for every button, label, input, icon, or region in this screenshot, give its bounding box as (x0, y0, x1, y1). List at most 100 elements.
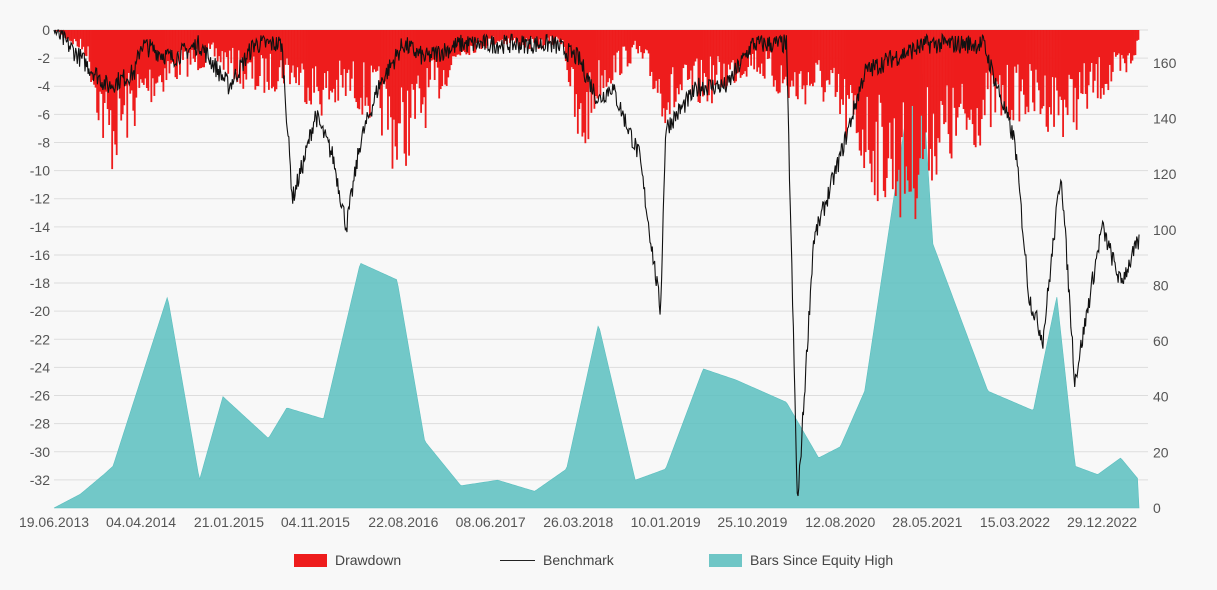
drawdown-bar (105, 30, 108, 92)
drawdown-bar (185, 30, 187, 50)
drawdown-bar (955, 30, 957, 136)
drawdown-bar (103, 30, 106, 103)
drawdown-bar (991, 30, 994, 76)
drawdown-bar (1027, 30, 1030, 113)
drawdown-bar (861, 30, 864, 130)
drawdown-bar (781, 30, 784, 84)
drawdown-bar (941, 30, 944, 105)
drawdown-bar (812, 30, 814, 87)
drawdown-bar (1035, 30, 1037, 70)
drawdown-bar (533, 30, 536, 43)
drawdown-bar (1090, 30, 1093, 63)
drawdown-bar (807, 30, 810, 73)
drawdown-bar (311, 30, 314, 69)
drawdown-bar (183, 30, 186, 52)
x-axis-tick-label: 08.06.2017 (456, 514, 526, 530)
x-axis: 19.06.2013 04.04.2014 21.01.2015 04.11.2015… (19, 514, 1137, 530)
drawdown-bar (424, 30, 427, 128)
drawdown-bar (640, 30, 643, 53)
drawdown-bar (1036, 30, 1039, 83)
drawdown-bar (976, 30, 979, 109)
drawdown-bar (917, 30, 920, 175)
drawdown-bar (989, 30, 992, 128)
benchmark-line (53, 29, 1140, 497)
drawdown-bar (341, 30, 344, 88)
drawdown-bar (668, 30, 671, 115)
drawdown-bar (751, 30, 754, 54)
drawdown-bar (1128, 30, 1131, 54)
drawdown-bar (1007, 30, 1010, 116)
drawdown-bar (257, 30, 260, 87)
drawdown-bar (418, 30, 421, 89)
drawdown-bar (923, 30, 926, 149)
drawdown-bar (1123, 30, 1126, 64)
drawdown-bar (1113, 30, 1116, 53)
drawdown-bar (1044, 30, 1046, 76)
drawdown-bar (221, 30, 224, 52)
drawdown-bar (1104, 30, 1107, 85)
drawdown-bar (926, 30, 929, 88)
drawdown-bar (637, 30, 640, 54)
drawdown-bar (914, 30, 917, 220)
drawdown-bar (408, 30, 410, 156)
drawdown-bar (1108, 30, 1111, 65)
drawdown-bar (1001, 30, 1004, 86)
drawdown-bar (906, 30, 909, 181)
bars-since-equity-high-swatch (709, 553, 742, 567)
drawdown-bar (475, 30, 478, 44)
drawdown-bar (174, 30, 177, 78)
drawdown-bar (679, 30, 682, 85)
drawdown-bar (145, 30, 148, 88)
drawdown-bar (252, 30, 255, 57)
drawdown-bar (810, 30, 813, 84)
drawdown-bar (1015, 30, 1018, 73)
drawdown-bar (403, 30, 406, 154)
left-axis-tick-label: -30 (30, 444, 50, 460)
drawdown-bar (361, 30, 364, 115)
drawdown-bar (772, 30, 775, 87)
drawdown-bar (304, 30, 306, 103)
drawdown-bar (123, 30, 126, 106)
drawdown-bar (362, 30, 365, 63)
drawdown-bar (66, 30, 68, 40)
drawdown-bar (1131, 30, 1134, 61)
drawdown-bar (501, 30, 504, 40)
drawdown-bar (1126, 30, 1129, 56)
drawdown-bar (251, 30, 254, 79)
drawdown-bar (656, 30, 659, 93)
drawdown-bar (1069, 30, 1072, 79)
drawdown-bar (384, 30, 386, 82)
drawdown-bar (376, 30, 379, 71)
drawdown-bar (997, 30, 1000, 85)
legend-item-benchmark[interactable]: Benchmark (500, 552, 614, 568)
legend-item-bars-since-equity-high[interactable]: Bars Since Equity High (709, 552, 893, 568)
drawdown-bar (796, 30, 799, 100)
left-axis-tick-label: -2 (38, 50, 51, 66)
drawdown-bar (335, 30, 338, 80)
drawdown-bar (423, 30, 426, 98)
drawdown-bar (411, 30, 413, 85)
drawdown-bar (738, 30, 740, 67)
right-axis-tick-label: 160 (1153, 55, 1177, 71)
drawdown-bar (489, 30, 492, 39)
drawdown-bar (643, 30, 646, 54)
legend-label-drawdown: Drawdown (335, 552, 402, 568)
drawdown-bar (432, 30, 435, 60)
drawdown-bar (328, 30, 331, 100)
drawdown-bar (1087, 30, 1090, 86)
drawdown-bar (899, 30, 902, 218)
drawdown-bar (799, 30, 802, 72)
drawdown-bar (216, 30, 219, 62)
drawdown-bar (305, 30, 308, 105)
drawdown-bar (702, 30, 704, 97)
drawdown-bar (837, 30, 840, 74)
legend-item-drawdown[interactable]: Drawdown (294, 552, 401, 568)
drawdown-bar (611, 30, 614, 81)
drawdown-bar (830, 30, 832, 70)
drawdown-bar (165, 30, 168, 81)
drawdown-bar (821, 30, 823, 88)
drawdown-bar (1013, 30, 1016, 67)
drawdown-bar (352, 30, 355, 62)
drawdown-bar (998, 30, 1001, 76)
drawdown-bar (875, 30, 878, 122)
